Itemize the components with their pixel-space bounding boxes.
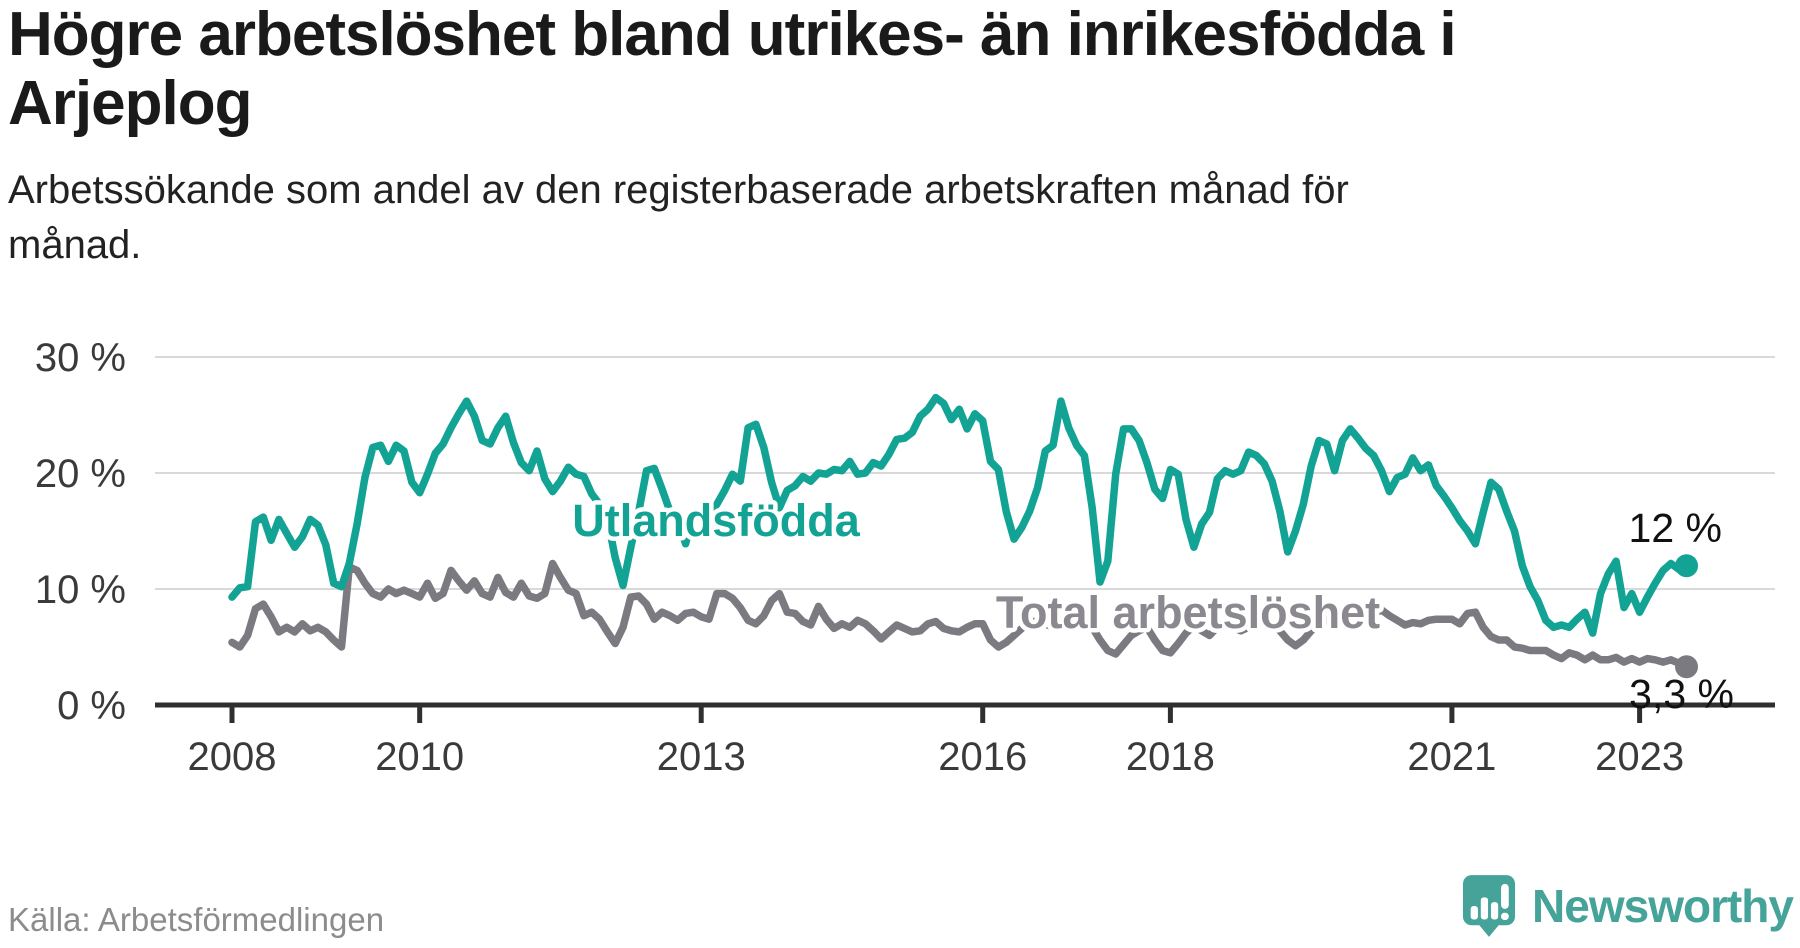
newsworthy-logo-text: Newsworthy bbox=[1532, 880, 1794, 932]
x-axis-label-2013: 2013 bbox=[657, 735, 746, 779]
page-title-line2: Arjeplog bbox=[8, 69, 252, 138]
page-subtitle: Arbetssökande som andel av den registerb… bbox=[8, 163, 1568, 273]
total-arbetsloshet-series-label: Total arbetslöshet bbox=[996, 587, 1380, 638]
x-axis-label-2016: 2016 bbox=[938, 735, 1027, 779]
x-axis-label-2018: 2018 bbox=[1126, 735, 1215, 779]
source-attribution: Källa: Arbetsförmedlingen bbox=[8, 901, 385, 938]
series-inline-labels: Utlandsfödda Total arbetslöshet bbox=[568, 491, 1385, 643]
x-axis-label-2010: 2010 bbox=[375, 735, 464, 779]
series-end-dots bbox=[1675, 554, 1699, 679]
gridlines: 0 % 10 % 20 % 30 % bbox=[35, 336, 1775, 728]
y-axis-label-0: 0 % bbox=[57, 684, 126, 728]
end-value-annotations: 12 % 3,3 % bbox=[1629, 505, 1734, 717]
page-title-line1: Högre arbetslöshet bland utrikes- än inr… bbox=[8, 0, 1457, 69]
utlandsfodda-end-dot bbox=[1675, 554, 1699, 578]
total-arbetsloshet-line bbox=[228, 559, 1691, 671]
y-axis-label-10: 10 % bbox=[35, 568, 126, 612]
y-axis-label-30: 30 % bbox=[35, 336, 126, 380]
x-axis-label-2021: 2021 bbox=[1407, 735, 1496, 779]
utlandsfodda-line bbox=[228, 393, 1691, 637]
x-axis-label-2023: 2023 bbox=[1595, 735, 1684, 779]
page-subtitle-line2: månad. bbox=[8, 223, 142, 267]
newsworthy-logo: Newsworthy bbox=[1462, 874, 1794, 938]
y-axis-label-20: 20 % bbox=[35, 452, 126, 496]
series-lines bbox=[228, 393, 1691, 671]
x-axis: 2008 2010 2013 2016 2018 2021 2023 bbox=[155, 702, 1775, 779]
page-subtitle-line1: Arbetssökande som andel av den registerb… bbox=[8, 168, 1349, 212]
page-title: Högre arbetslöshet bland utrikes- än inr… bbox=[8, 0, 1568, 138]
total-end-value-label: 3,3 % bbox=[1629, 671, 1734, 717]
x-axis-label-2008: 2008 bbox=[188, 735, 277, 779]
newsworthy-speech-bubble-icon bbox=[1463, 875, 1516, 937]
total-end-dot bbox=[1675, 655, 1699, 679]
utlandsfodda-series-label: Utlandsfödda bbox=[572, 495, 860, 546]
utlandsfodda-end-value-label: 12 % bbox=[1629, 505, 1722, 551]
